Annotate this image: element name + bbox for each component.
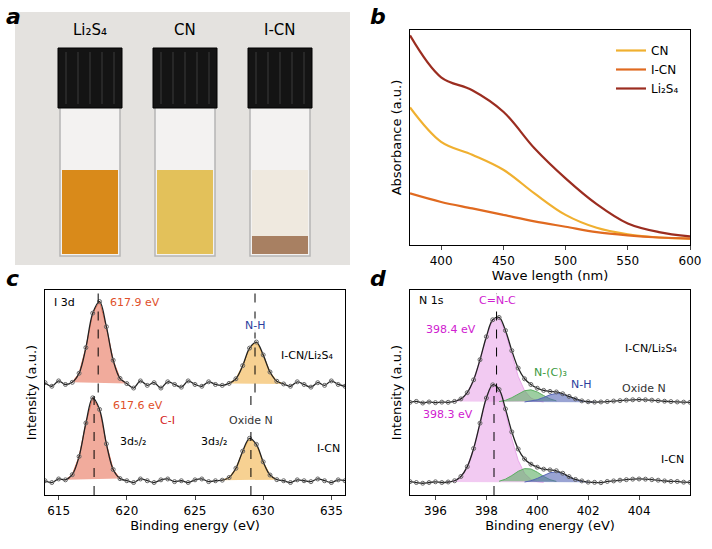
svg-text:I 3d: I 3d [54, 296, 75, 309]
svg-text:CN: CN [651, 44, 668, 58]
svg-text:Oxide N: Oxide N [622, 382, 666, 395]
svg-text:a: a [6, 4, 21, 29]
svg-text:Absorbance (a.u.): Absorbance (a.u.) [389, 80, 404, 196]
svg-text:396: 396 [424, 504, 447, 518]
svg-text:I-CN/Li₂S₄: I-CN/Li₂S₄ [625, 342, 677, 355]
svg-text:398.3 eV: 398.3 eV [423, 408, 473, 421]
svg-text:450: 450 [492, 254, 515, 268]
svg-text:630: 630 [252, 504, 275, 518]
svg-text:N-(C)₃: N-(C)₃ [534, 366, 567, 379]
svg-text:3d₃/₂: 3d₃/₂ [201, 435, 228, 448]
svg-text:I-CN: I-CN [661, 453, 684, 466]
svg-text:I-CN/Li₂S₄: I-CN/Li₂S₄ [281, 349, 333, 362]
svg-text:I-CN: I-CN [651, 63, 676, 77]
svg-text:N 1s: N 1s [419, 294, 444, 307]
svg-text:CN: CN [174, 21, 196, 39]
svg-text:635: 635 [320, 504, 343, 518]
svg-text:Binding energy (eV): Binding energy (eV) [485, 518, 615, 533]
svg-text:500: 500 [554, 254, 577, 268]
svg-text:Li₂S₄: Li₂S₄ [651, 82, 678, 96]
svg-text:N-H: N-H [245, 319, 265, 332]
svg-text:617.6 eV: 617.6 eV [113, 399, 163, 412]
svg-text:C=N-C: C=N-C [479, 294, 516, 307]
svg-text:c: c [6, 266, 19, 291]
svg-text:615: 615 [47, 504, 70, 518]
svg-text:620: 620 [115, 504, 138, 518]
svg-text:404: 404 [628, 504, 651, 518]
svg-text:400: 400 [430, 254, 453, 268]
svg-text:600: 600 [679, 254, 702, 268]
svg-text:617.9 eV: 617.9 eV [110, 296, 160, 309]
svg-text:625: 625 [184, 504, 207, 518]
svg-text:398.4 eV: 398.4 eV [426, 323, 476, 336]
svg-text:d: d [370, 266, 386, 291]
svg-text:Intensity (a.u.): Intensity (a.u.) [24, 345, 39, 440]
svg-text:I-CN: I-CN [317, 442, 340, 455]
svg-text:Binding energy (eV): Binding energy (eV) [130, 518, 260, 533]
svg-text:I-CN: I-CN [264, 21, 296, 39]
svg-text:400: 400 [526, 504, 549, 518]
svg-text:b: b [370, 4, 386, 29]
svg-text:398: 398 [475, 504, 498, 518]
svg-text:Oxide N: Oxide N [229, 414, 273, 427]
svg-text:402: 402 [577, 504, 600, 518]
svg-text:Wave length (nm): Wave length (nm) [492, 268, 608, 283]
svg-text:3d₅/₂: 3d₅/₂ [120, 435, 147, 448]
svg-text:Li₂S₄: Li₂S₄ [73, 21, 107, 39]
svg-text:550: 550 [616, 254, 639, 268]
svg-text:C-I: C-I [160, 414, 175, 427]
svg-text:N-H: N-H [571, 378, 591, 391]
svg-text:Intensity (a.u.): Intensity (a.u.) [389, 345, 404, 440]
